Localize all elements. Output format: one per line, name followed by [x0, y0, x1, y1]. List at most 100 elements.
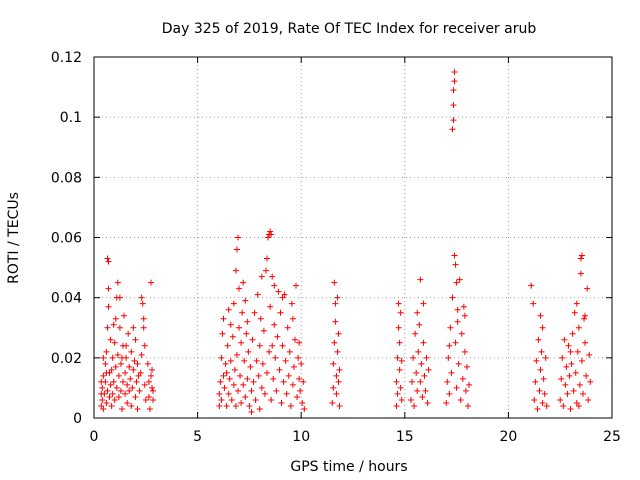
data-point: [217, 378, 224, 385]
data-point: [130, 366, 137, 373]
data-point: [457, 396, 464, 403]
data-point: [284, 324, 291, 331]
data-point: [232, 402, 239, 409]
data-point: [149, 384, 156, 391]
data-point: [414, 309, 421, 316]
data-point: [144, 360, 151, 367]
data-point: [225, 306, 232, 313]
data-point: [122, 390, 129, 397]
data-point: [581, 315, 588, 322]
data-point: [409, 378, 416, 385]
data-point: [134, 405, 141, 412]
data-point: [226, 375, 233, 382]
data-point: [131, 357, 138, 364]
data-point: [100, 405, 107, 412]
data-points: [98, 69, 594, 415]
data-point: [336, 402, 343, 409]
data-point: [416, 321, 423, 328]
data-point: [270, 375, 277, 382]
data-point: [248, 387, 255, 394]
data-point: [218, 396, 225, 403]
data-point: [113, 384, 120, 391]
data-point: [273, 387, 280, 394]
data-point: [128, 348, 135, 355]
data-point: [579, 390, 586, 397]
data-point: [466, 381, 473, 388]
data-point: [99, 384, 106, 391]
data-point: [235, 387, 242, 394]
data-point: [583, 372, 590, 379]
data-point: [216, 402, 223, 409]
data-point: [116, 324, 123, 331]
data-point: [249, 336, 256, 343]
data-point: [456, 276, 463, 283]
data-point: [252, 396, 259, 403]
data-point: [333, 372, 340, 379]
data-point: [98, 402, 105, 409]
data-point: [247, 363, 254, 370]
data-point: [132, 336, 139, 343]
data-point: [394, 390, 401, 397]
data-point: [241, 357, 248, 364]
data-point: [221, 384, 228, 391]
data-point: [126, 363, 133, 370]
data-point: [112, 315, 119, 322]
data-point: [537, 366, 544, 373]
data-point: [279, 294, 286, 301]
data-point: [105, 303, 112, 310]
data-point: [563, 363, 570, 370]
data-point: [455, 360, 462, 367]
data-point: [238, 399, 245, 406]
y-tick-label: 0.02: [51, 351, 82, 367]
data-point: [141, 381, 148, 388]
data-point: [572, 369, 579, 376]
data-point: [533, 357, 540, 364]
data-point: [335, 378, 342, 385]
data-point: [541, 390, 548, 397]
data-point: [582, 312, 589, 319]
data-point: [240, 279, 247, 286]
data-point: [242, 393, 249, 400]
data-point: [121, 312, 128, 319]
data-point: [578, 252, 585, 259]
data-point: [420, 300, 427, 307]
data-point: [301, 405, 308, 412]
data-point: [534, 405, 541, 412]
data-point: [262, 267, 269, 274]
data-point: [271, 321, 278, 328]
data-point: [564, 390, 571, 397]
data-point: [129, 384, 136, 391]
data-point: [584, 285, 591, 292]
data-point: [411, 402, 418, 409]
data-point: [417, 276, 424, 283]
data-point: [120, 378, 127, 385]
data-point: [142, 396, 149, 403]
data-point: [451, 69, 458, 76]
data-point: [559, 354, 566, 361]
data-point: [463, 363, 470, 370]
data-point: [289, 315, 296, 322]
data-point: [224, 342, 231, 349]
data-point: [449, 126, 456, 133]
data-point: [253, 357, 260, 364]
data-point: [140, 315, 147, 322]
data-point: [395, 300, 402, 307]
x-tick-label: 5: [193, 429, 202, 445]
data-point: [264, 255, 271, 262]
data-point: [110, 321, 117, 328]
data-point: [446, 342, 453, 349]
x-tick-label: 15: [396, 429, 414, 445]
data-point: [395, 324, 402, 331]
data-point: [117, 360, 124, 367]
data-point: [274, 333, 281, 340]
data-point: [259, 360, 266, 367]
y-tick-label: 0.06: [51, 231, 82, 247]
data-point: [100, 354, 107, 361]
data-point: [149, 366, 156, 373]
data-point: [220, 315, 227, 322]
data-point: [239, 309, 246, 316]
data-point: [147, 372, 154, 379]
data-point: [130, 324, 137, 331]
data-point: [576, 381, 583, 388]
data-point: [230, 300, 237, 307]
